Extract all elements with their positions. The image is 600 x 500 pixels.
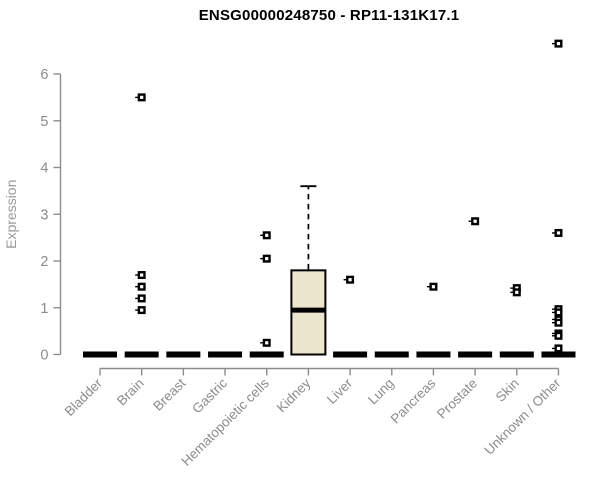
outlier-point — [137, 306, 146, 315]
chart-title: ENSG00000248750 - RP11-131K17.1 — [198, 7, 460, 24]
y-tick-label: 5 — [40, 114, 48, 130]
box-group-hematopoietic-cells — [249, 231, 284, 358]
x-tick-label-prostate: Prostate — [434, 376, 480, 422]
collapsed-box-bar — [374, 351, 409, 358]
x-tick-label-breast: Breast — [150, 375, 188, 413]
x-tick-label-lung: Lung — [365, 376, 397, 408]
y-tick-label: 1 — [40, 301, 48, 317]
collapsed-box-bar — [124, 351, 159, 358]
collapsed-box-bar — [458, 351, 493, 358]
box-group-skin — [499, 284, 534, 358]
box-group-bladder — [83, 351, 117, 358]
collapsed-box-bar — [541, 351, 576, 358]
outlier-point — [137, 282, 146, 291]
box-group-liver — [333, 275, 368, 358]
outlier-point — [429, 282, 438, 291]
y-tick-label: 6 — [40, 67, 48, 83]
outlier-point — [554, 331, 563, 340]
outlier-point — [137, 294, 146, 303]
outlier-point — [512, 288, 521, 297]
box-group-prostate — [458, 217, 493, 358]
outlier-point — [554, 39, 563, 48]
box-group-lung — [374, 351, 409, 358]
box-group-pancreas — [416, 282, 451, 358]
y-tick-label: 0 — [40, 348, 48, 364]
box-group-brain — [124, 93, 159, 358]
collapsed-box-bar — [416, 351, 451, 358]
collapsed-box-bar — [83, 351, 117, 358]
y-tick-label: 2 — [40, 254, 48, 270]
outlier-point — [137, 93, 146, 102]
collapsed-box-bar — [166, 351, 201, 358]
collapsed-box-bar — [249, 351, 284, 358]
outlier-point — [137, 271, 146, 280]
x-tick-label-bladder: Bladder — [62, 375, 106, 419]
x-tick-label-skin: Skin — [493, 376, 522, 405]
box-group-gastric — [208, 351, 243, 358]
collapsed-box-bar — [499, 351, 534, 358]
outlier-point — [262, 231, 271, 240]
collapsed-box-bar — [208, 351, 243, 358]
collapsed-box-bar — [333, 351, 368, 358]
x-tick-label-brain: Brain — [114, 376, 147, 409]
y-axis: 0 1 2 3 4 5 6 Expression — [3, 67, 62, 364]
outlier-point — [346, 275, 355, 284]
outlier-point — [554, 308, 563, 317]
box-group-breast — [166, 351, 201, 358]
box-group-kidney — [290, 185, 327, 356]
y-tick-label: 3 — [40, 207, 48, 223]
y-axis-title: Expression — [3, 180, 19, 249]
outlier-point — [554, 228, 563, 237]
outlier-point — [262, 254, 271, 263]
x-tick-label-liver: Liver — [324, 375, 356, 407]
outlier-point — [471, 217, 480, 226]
outlier-point — [262, 338, 271, 347]
outlier-point — [554, 318, 563, 327]
box-group-unknown-other — [541, 39, 576, 358]
y-tick-label: 4 — [40, 161, 48, 177]
x-tick-label-kidney: Kidney — [274, 375, 314, 415]
x-tick-label-gastric: Gastric — [189, 375, 230, 416]
x-tick-label-unknown-other: Unknown / Other — [481, 375, 564, 458]
x-tick-label-pancreas: Pancreas — [388, 375, 439, 426]
outlier-point — [554, 344, 563, 353]
